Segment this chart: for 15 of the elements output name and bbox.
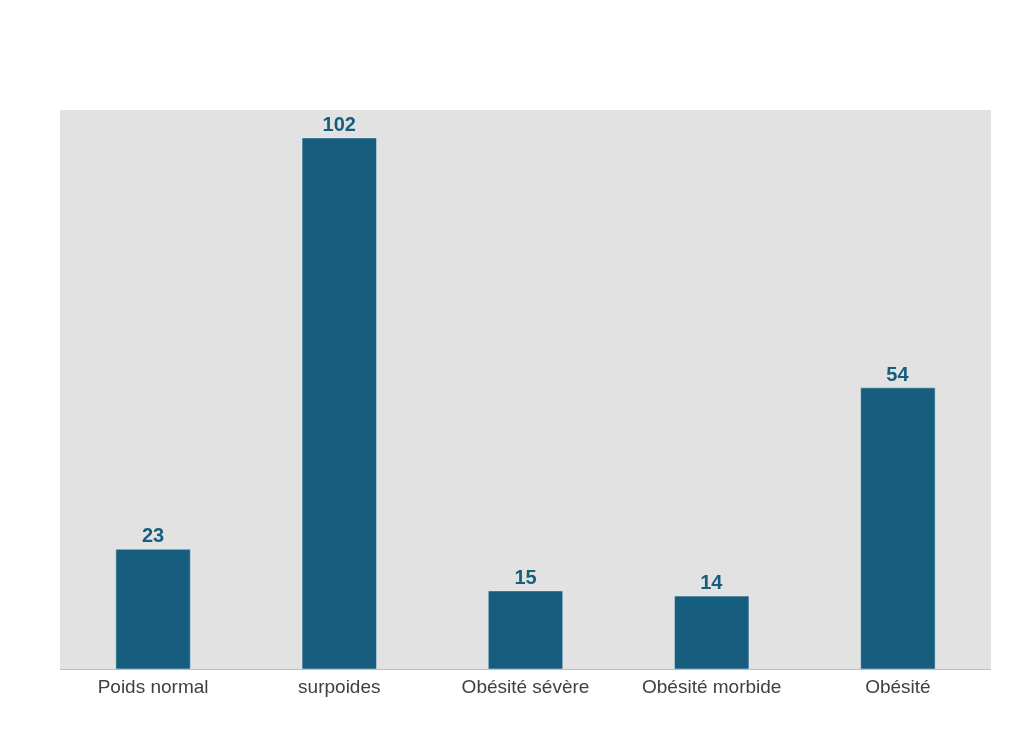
data-label: 15: [514, 565, 537, 588]
data-label: 54: [886, 362, 910, 385]
bar: [674, 595, 750, 669]
data-label: 23: [141, 524, 165, 547]
x-tick-label: Obésité: [865, 675, 931, 697]
bar: [301, 137, 377, 669]
bar: [115, 549, 191, 669]
bar: [488, 590, 563, 669]
data-label: 102: [322, 112, 356, 135]
x-tick-label: Poids normal: [97, 675, 209, 697]
x-tick-label: Obésité sévère: [461, 675, 590, 697]
x-tick-label: Obésité morbide: [642, 675, 782, 697]
x-tick-label: surpoides: [298, 675, 381, 697]
bar: [860, 387, 936, 669]
data-label: 14: [700, 571, 724, 594]
